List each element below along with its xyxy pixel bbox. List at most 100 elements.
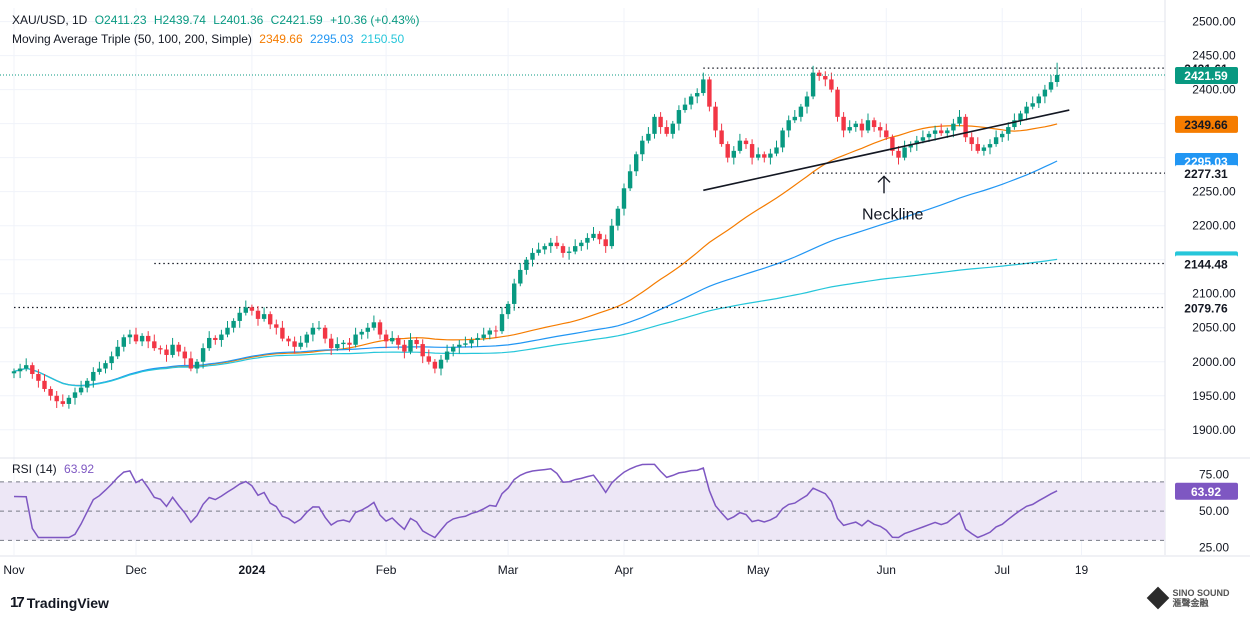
candle-body: [127, 334, 133, 338]
candle: [91, 367, 96, 388]
neckline-annotation: Neckline: [862, 206, 923, 223]
candle: [762, 151, 767, 163]
candle-body: [817, 72, 822, 77]
candle: [646, 127, 651, 144]
price-tick-label: 2500.00: [1192, 15, 1236, 29]
candle-body: [829, 79, 834, 90]
candle-body: [1054, 74, 1060, 82]
candle: [298, 335, 303, 350]
candle-body: [963, 116, 968, 138]
candle: [810, 65, 816, 100]
candle-body: [987, 144, 993, 148]
candle: [542, 243, 547, 255]
candle-body: [1018, 113, 1023, 121]
candle: [530, 248, 535, 267]
candle: [158, 345, 163, 355]
candle: [36, 369, 41, 388]
candle-body: [1000, 133, 1005, 138]
candle: [255, 305, 261, 326]
candle: [792, 110, 797, 123]
candle: [432, 359, 438, 374]
candle-body: [444, 351, 450, 360]
candle: [670, 120, 675, 139]
candle: [396, 335, 401, 350]
candle-body: [231, 320, 236, 328]
candle-body: [121, 337, 126, 347]
candle: [1042, 84, 1048, 104]
candle-body: [341, 342, 346, 345]
candle: [658, 112, 663, 134]
time-tick-label: 2024: [239, 563, 266, 577]
candle: [463, 336, 468, 348]
candle: [652, 114, 657, 139]
candle-body: [652, 116, 657, 134]
candle-body: [335, 344, 340, 349]
candle: [237, 308, 242, 328]
candle-body: [908, 144, 913, 148]
price-tick-label: 2400.00: [1192, 83, 1236, 97]
candle-body: [957, 116, 962, 124]
candle-body: [42, 380, 47, 389]
candle-body: [566, 251, 572, 253]
candle-body: [182, 351, 187, 359]
ma100-value: 2295.03: [310, 32, 354, 46]
candle: [920, 130, 926, 144]
candle: [701, 72, 706, 96]
candle-body: [475, 337, 480, 340]
candle-body: [115, 346, 120, 357]
candle: [951, 118, 956, 138]
candle: [109, 351, 114, 370]
candle-body: [890, 137, 895, 151]
candle-body: [505, 303, 511, 315]
candle-body: [627, 171, 633, 189]
candle-body: [60, 401, 65, 404]
candle-body: [402, 344, 407, 352]
candle-body: [286, 338, 291, 342]
candle: [719, 123, 724, 147]
candle-body: [634, 154, 639, 172]
candle: [603, 234, 608, 253]
rsi-legend: RSI (14) 63.92: [12, 462, 98, 476]
candle: [518, 263, 523, 287]
candle-body: [939, 130, 944, 134]
candle: [725, 141, 730, 163]
candle-body: [316, 327, 322, 329]
candle-body: [85, 380, 90, 388]
tradingview-brand[interactable]: 17 TradingView: [10, 594, 109, 611]
candle: [1024, 101, 1029, 121]
candle-body: [243, 307, 248, 313]
candle: [365, 322, 370, 339]
candle: [329, 333, 334, 355]
candle: [896, 146, 901, 165]
rsi-value: 63.92: [64, 462, 95, 476]
candle: [884, 123, 889, 140]
candle-body: [701, 79, 706, 94]
candle-body: [72, 392, 78, 398]
candle: [176, 342, 181, 357]
candle-body: [591, 233, 596, 238]
candle: [597, 231, 602, 245]
tradingview-label: TradingView: [26, 594, 109, 611]
candle-body: [658, 116, 663, 128]
candle: [213, 335, 218, 345]
candle-body: [530, 252, 535, 260]
candle: [72, 387, 78, 405]
candle: [579, 239, 584, 251]
candle-body: [725, 144, 730, 158]
price-label-text: 2349.66: [1184, 118, 1228, 132]
candle: [30, 362, 35, 379]
candle-body: [237, 312, 242, 321]
candle: [756, 147, 761, 161]
candle-body: [524, 259, 529, 270]
candle: [878, 122, 883, 138]
candle-body: [560, 246, 566, 253]
candle-body: [859, 123, 865, 131]
candle-body: [841, 116, 846, 131]
candle-body: [536, 249, 541, 253]
candle: [371, 315, 377, 331]
candle: [231, 318, 236, 333]
candle: [829, 72, 834, 93]
candle: [987, 139, 993, 155]
candle: [499, 307, 505, 334]
